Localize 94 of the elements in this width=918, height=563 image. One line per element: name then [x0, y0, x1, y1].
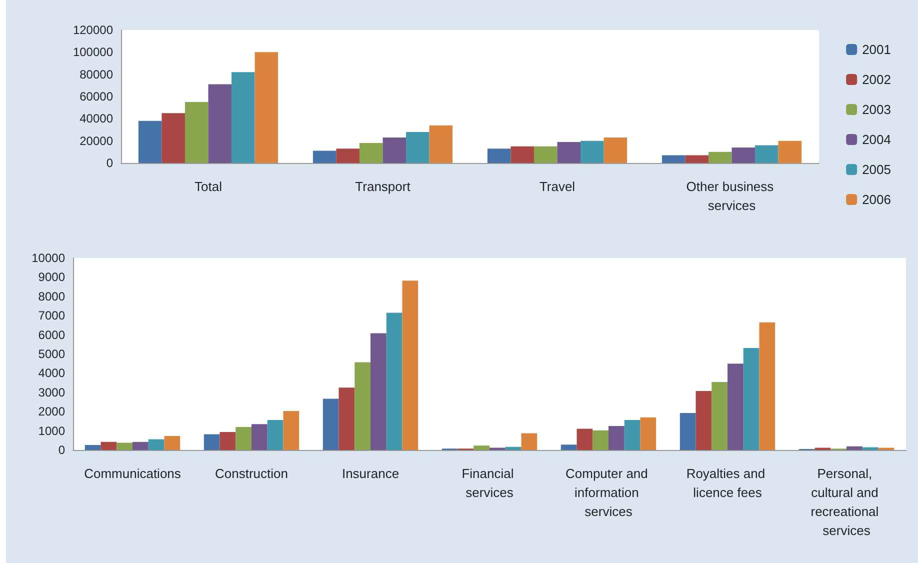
- bar: [487, 148, 511, 163]
- bar: [862, 447, 878, 450]
- bar: [846, 446, 862, 450]
- bar: [382, 138, 406, 163]
- y-tick-label: 5000: [38, 347, 66, 361]
- legend-label: 2004: [862, 132, 891, 147]
- bar: [406, 132, 430, 163]
- bar: [132, 442, 148, 450]
- y-tick-label: 3000: [38, 385, 66, 400]
- bar: [204, 434, 220, 450]
- bar: [604, 138, 628, 163]
- bar: [336, 148, 360, 163]
- bar: [696, 391, 712, 450]
- bar: [728, 364, 744, 450]
- bar: [116, 442, 132, 450]
- bar: [755, 145, 778, 163]
- bar: [84, 445, 101, 450]
- x-tick-label: Transport: [355, 179, 411, 194]
- bar: [580, 140, 604, 163]
- bar: [354, 362, 370, 450]
- bar: [184, 102, 208, 163]
- bar: [138, 120, 162, 163]
- bar: [232, 72, 255, 163]
- bar: [608, 426, 624, 450]
- bar: [474, 446, 490, 450]
- y-tick-label: 80000: [80, 67, 114, 82]
- bar: [322, 398, 339, 450]
- y-tick-label: 2000: [38, 404, 66, 419]
- bar: [685, 155, 708, 163]
- bar: [429, 125, 453, 163]
- bar: [312, 150, 336, 163]
- legend-label: 2006: [862, 192, 891, 207]
- y-tick-label: 60000: [80, 90, 114, 104]
- y-tick-label: 4000: [38, 366, 66, 380]
- bar: [338, 388, 355, 450]
- bar: [759, 322, 776, 450]
- bar: [100, 442, 117, 450]
- bar: [712, 382, 728, 450]
- bar: [557, 142, 581, 163]
- y-tick-label: 1000: [38, 424, 66, 438]
- bar: [624, 420, 640, 450]
- bar: [510, 146, 534, 163]
- x-tick-label: Total: [194, 179, 222, 194]
- x-tick-label: Construction: [215, 466, 288, 481]
- bar: [267, 420, 284, 450]
- x-tick-label: Other business services: [686, 179, 778, 213]
- y-tick-label: 7000: [38, 308, 66, 323]
- y-tick-label: 8000: [38, 289, 66, 304]
- bar: [505, 446, 522, 450]
- bar: [662, 155, 686, 163]
- bar: [534, 146, 558, 163]
- y-tick-label: 6000: [38, 328, 66, 342]
- legend-label: 2001: [862, 42, 891, 57]
- y-tick-label: 20000: [80, 134, 114, 148]
- legend-label: 2005: [862, 162, 891, 177]
- y-tick-label: 120000: [72, 23, 114, 37]
- y-tick-label: 40000: [80, 112, 114, 126]
- x-tick-label: Royalties and licence fees: [686, 466, 769, 500]
- x-tick-label: Personal, cultural and recreational services: [810, 466, 882, 538]
- bar: [370, 333, 386, 450]
- bar: [164, 436, 180, 450]
- bar: [521, 433, 538, 450]
- bar: [252, 424, 268, 450]
- bar: [402, 280, 418, 450]
- y-tick-label: 9000: [38, 270, 66, 284]
- bar: [708, 152, 732, 163]
- bar: [640, 417, 656, 450]
- bar: [148, 439, 164, 450]
- bar: [732, 147, 756, 163]
- bar: [778, 140, 802, 163]
- bar: [283, 411, 300, 450]
- legend-label: 2002: [862, 72, 891, 87]
- bar: [208, 84, 232, 163]
- x-tick-label: Communications: [84, 466, 182, 481]
- bar: [680, 412, 696, 450]
- bar: [236, 426, 252, 450]
- bar: [220, 432, 236, 450]
- bar: [386, 312, 402, 450]
- legend-label: 2003: [862, 102, 891, 117]
- bar: [576, 428, 593, 450]
- bar: [359, 143, 383, 163]
- bar: [560, 444, 577, 450]
- x-tick-label: Financial services: [462, 466, 518, 500]
- bar: [592, 430, 608, 450]
- x-tick-label: Computer and information services: [566, 466, 652, 519]
- y-tick-label: 0: [106, 156, 114, 170]
- y-tick-label: 100000: [72, 45, 114, 60]
- bar: [254, 52, 278, 163]
- y-tick-label: 0: [58, 443, 66, 457]
- bar: [162, 113, 185, 163]
- x-tick-label: Travel: [539, 179, 576, 194]
- y-tick-label: 10000: [32, 251, 66, 265]
- x-tick-label: Insurance: [342, 466, 400, 481]
- bar: [743, 348, 760, 450]
